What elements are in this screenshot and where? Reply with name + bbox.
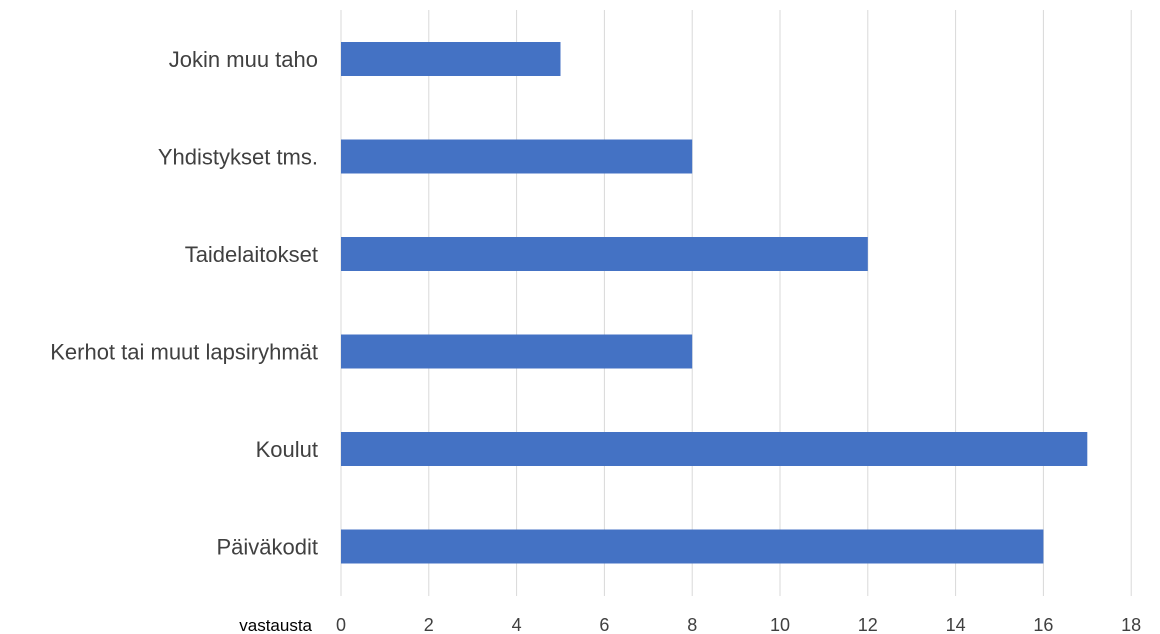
category-label: Jokin muu taho	[169, 47, 318, 72]
x-tick-labels: 0 2 4 6 8 10 12 14 16 18	[336, 615, 1141, 634]
category-labels: Jokin muu taho Yhdistykset tms. Taidelaito…	[50, 47, 318, 560]
x-tick-label: 0	[336, 615, 346, 634]
x-tick-label: 18	[1121, 615, 1141, 634]
x-tick-label: 14	[946, 615, 966, 634]
x-tick-label: 6	[599, 615, 609, 634]
bar	[341, 529, 1044, 564]
x-tick-label: 16	[1033, 615, 1053, 634]
category-label: Taidelaitokset	[185, 242, 318, 267]
x-tick-label: 12	[858, 615, 878, 634]
x-axis-label: vastausta	[239, 616, 312, 634]
bars	[341, 42, 1088, 564]
category-label: Kerhot tai muut lapsiryhmät	[50, 340, 318, 365]
bar	[341, 432, 1088, 466]
x-tick-label: 10	[770, 615, 790, 634]
category-label: Päiväkodit	[216, 535, 318, 560]
bar	[341, 237, 868, 271]
x-tick-label: 2	[424, 615, 434, 634]
x-tick-label: 8	[687, 615, 697, 634]
x-tick-label: 4	[512, 615, 522, 634]
category-label: Koulut	[256, 437, 318, 462]
bar	[341, 139, 693, 174]
gridlines	[340, 10, 1132, 596]
bar	[341, 42, 561, 76]
bar	[341, 334, 693, 369]
category-label: Yhdistykset tms.	[158, 145, 318, 170]
